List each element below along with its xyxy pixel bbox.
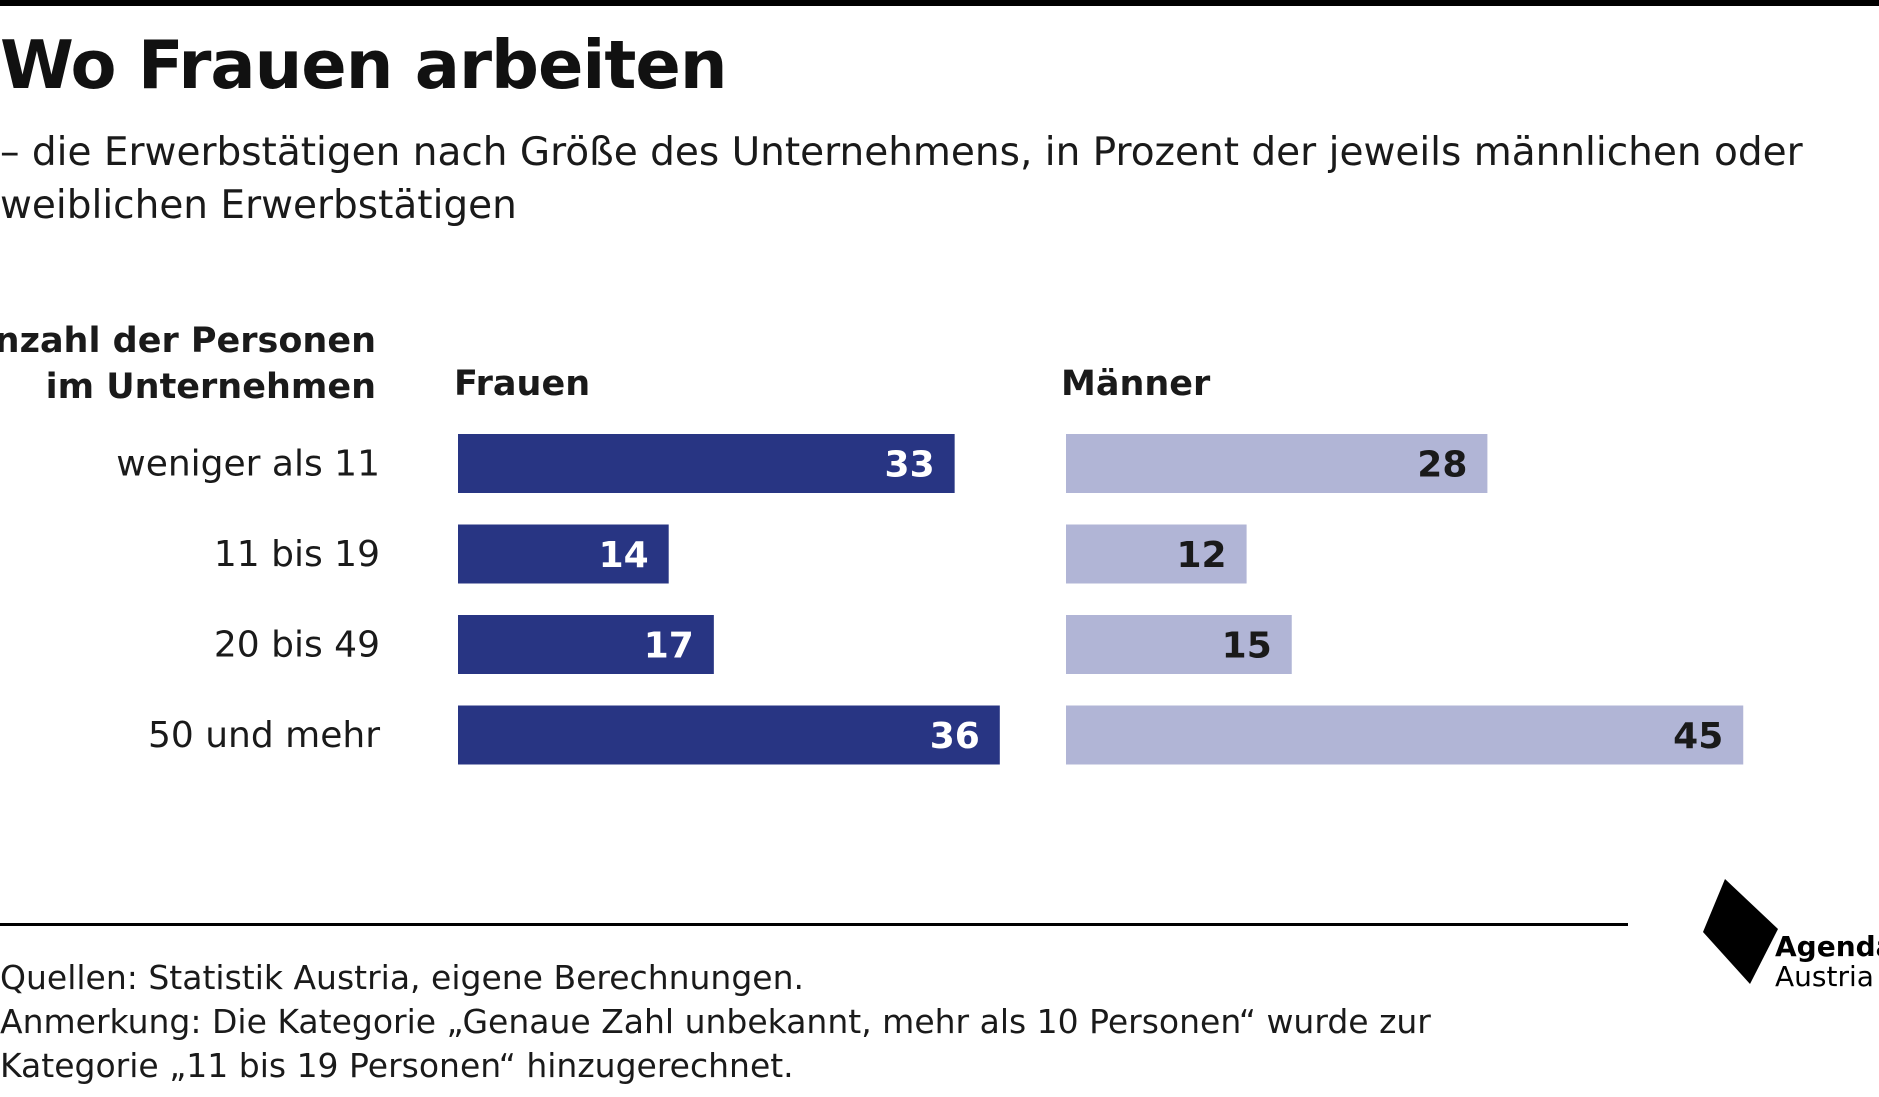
category-label: 50 und mehr [148, 715, 380, 756]
data-label-frauen: 36 [930, 716, 980, 757]
data-label-frauen: 33 [885, 445, 935, 486]
data-label-maenner: 12 [1176, 535, 1226, 576]
annotation-line-2: Kategorie „11 bis 19 Personen“ hinzugere… [0, 1046, 794, 1085]
bottom-rule [0, 923, 1628, 926]
panel-header-maenner: Männer [1061, 364, 1211, 404]
data-label-frauen: 17 [644, 626, 694, 667]
logo-wordmark: Agenda Austria [1775, 932, 1879, 992]
agenda-austria-logo: Agenda Austria [1700, 876, 1879, 1002]
bar-maenner [1066, 705, 1744, 765]
logo-line-1: Agenda [1775, 930, 1879, 963]
bar-frauen [458, 434, 955, 493]
category-label: 20 bis 49 [214, 625, 380, 666]
category-label: 11 bis 19 [214, 534, 380, 575]
bar-maenner [1066, 615, 1292, 674]
logo-mark-icon [1703, 879, 1778, 984]
data-label-maenner: 15 [1222, 626, 1272, 667]
chart-subtitle: – die Erwerbstätigen nach Größe des Unte… [0, 130, 1803, 228]
bar-maenner [1066, 434, 1488, 493]
bar-frauen [458, 705, 1000, 765]
category-label: weniger als 11 [116, 444, 380, 485]
bar-chart: weniger als 11 11 bis 19 20 bis 49 50 und m… [116, 434, 1744, 765]
logo-line-2: Austria [1775, 960, 1874, 993]
data-label-maenner: 28 [1417, 445, 1467, 486]
annotation-line-1: Anmerkung: Die Kategorie „Genaue Zahl un… [0, 1002, 1431, 1041]
top-rule [0, 0, 1879, 6]
chart-title: Wo Frauen arbeiten [0, 26, 728, 104]
bar-maenner [1066, 524, 1247, 584]
bar-frauen [458, 524, 669, 584]
bar-frauen [458, 615, 714, 674]
category-axis-label: Anzahl der Personen im Unternehmen [0, 318, 376, 410]
panel-header-frauen: Frauen [454, 364, 591, 404]
category-axis-label-line-2: im Unternehmen [45, 367, 376, 407]
notes: Quellen: Statistik Austria, eigene Berec… [0, 956, 1620, 1088]
category-axis-label-line-1: Anzahl der Personen [0, 321, 376, 361]
data-label-frauen: 14 [599, 535, 649, 576]
source-note: Quellen: Statistik Austria, eigene Berec… [0, 958, 805, 997]
data-label-maenner: 45 [1673, 716, 1723, 757]
